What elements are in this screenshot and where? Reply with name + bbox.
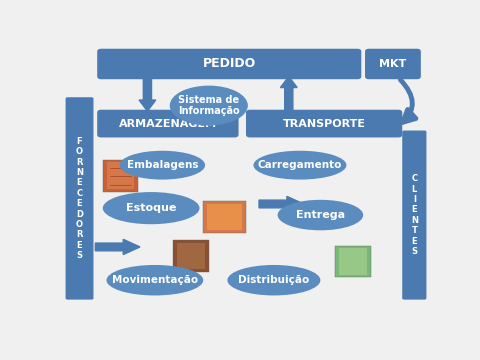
Ellipse shape [277, 200, 363, 230]
Text: Sistema de
Informação: Sistema de Informação [178, 95, 240, 116]
Ellipse shape [103, 192, 200, 224]
FancyBboxPatch shape [365, 49, 421, 79]
Polygon shape [259, 196, 304, 212]
Polygon shape [139, 76, 156, 111]
Ellipse shape [170, 86, 248, 126]
Text: Estoque: Estoque [126, 203, 176, 213]
Text: MKT: MKT [379, 59, 407, 69]
Ellipse shape [228, 265, 321, 296]
Bar [207, 204, 242, 230]
Bar [203, 201, 246, 233]
Text: TRANSPORTE: TRANSPORTE [283, 118, 366, 129]
Ellipse shape [120, 151, 205, 180]
Bar [335, 246, 371, 278]
Text: Distribuição: Distribuição [238, 275, 310, 285]
Polygon shape [96, 239, 140, 255]
Polygon shape [280, 76, 297, 111]
FancyBboxPatch shape [97, 49, 361, 79]
Bar [107, 162, 134, 189]
FancyBboxPatch shape [246, 110, 402, 138]
Text: Embalagens: Embalagens [127, 160, 198, 170]
Text: PEDIDO: PEDIDO [203, 58, 256, 71]
Bar [173, 240, 209, 272]
Bar [103, 159, 138, 192]
Text: F
O
R
N
E
C
E
D
O
R
E
S: F O R N E C E D O R E S [76, 137, 83, 260]
Text: ARMAZENAGEM: ARMAZENAGEM [119, 118, 217, 129]
Text: Entrega: Entrega [296, 210, 345, 220]
Ellipse shape [107, 265, 203, 296]
Bar [339, 248, 367, 275]
Text: C
L
I
E
N
T
E
S: C L I E N T E S [411, 174, 418, 256]
Bar [177, 243, 205, 269]
FancyBboxPatch shape [402, 131, 426, 300]
Text: Carregamento: Carregamento [258, 160, 342, 170]
FancyBboxPatch shape [97, 110, 239, 138]
Text: Movimentação: Movimentação [112, 275, 198, 285]
Ellipse shape [253, 151, 347, 180]
FancyBboxPatch shape [66, 97, 94, 300]
FancyArrowPatch shape [400, 80, 416, 122]
